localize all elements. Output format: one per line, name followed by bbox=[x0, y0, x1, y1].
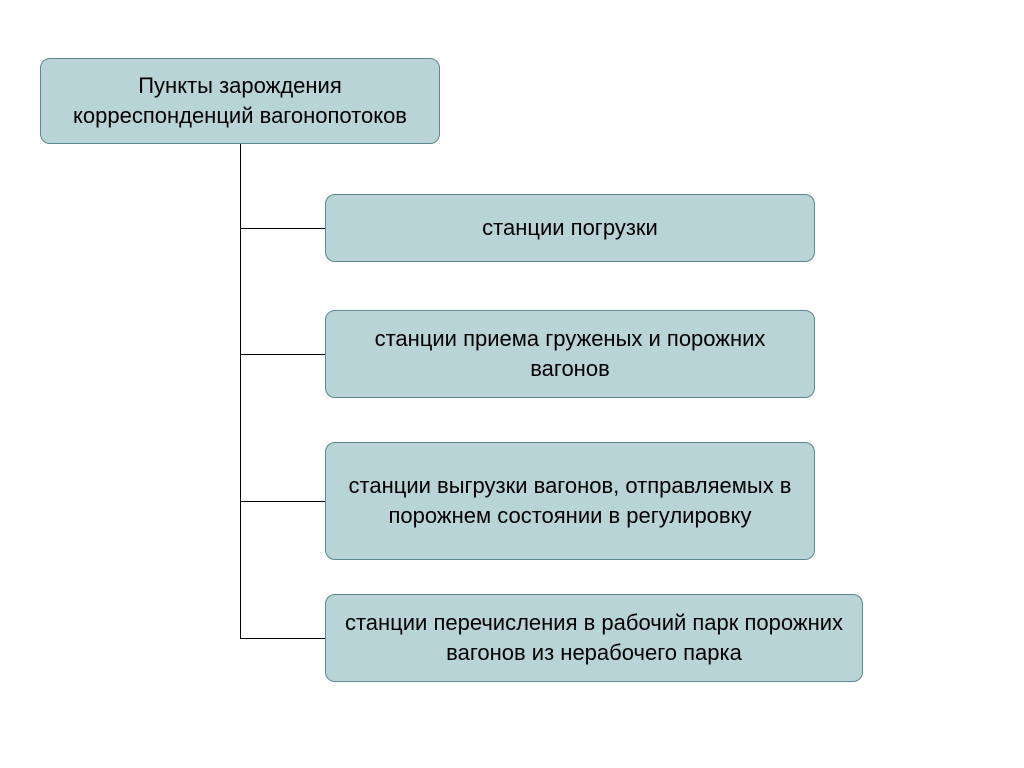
child-node-label: станции погрузки bbox=[482, 213, 658, 243]
root-node-label: Пункты зарождения корреспонденций вагоно… bbox=[57, 71, 423, 130]
connector-branch bbox=[240, 638, 325, 639]
child-node: станции погрузки bbox=[325, 194, 815, 262]
org-tree-diagram: Пункты зарождения корреспонденций вагоно… bbox=[0, 0, 1024, 768]
connector-branch bbox=[240, 501, 325, 502]
child-node: станции приема груженых и порожних вагон… bbox=[325, 310, 815, 398]
connector-branch bbox=[240, 228, 325, 229]
child-node-label: станции приема груженых и порожних вагон… bbox=[342, 324, 798, 383]
child-node: станции перечисления в рабочий парк поро… bbox=[325, 594, 863, 682]
child-node-label: станции выгрузки вагонов, отправляемых в… bbox=[342, 471, 798, 530]
child-node: станции выгрузки вагонов, отправляемых в… bbox=[325, 442, 815, 560]
connector-branch bbox=[240, 354, 325, 355]
connector-trunk bbox=[240, 144, 241, 638]
root-node: Пункты зарождения корреспонденций вагоно… bbox=[40, 58, 440, 144]
child-node-label: станции перечисления в рабочий парк поро… bbox=[342, 608, 846, 667]
